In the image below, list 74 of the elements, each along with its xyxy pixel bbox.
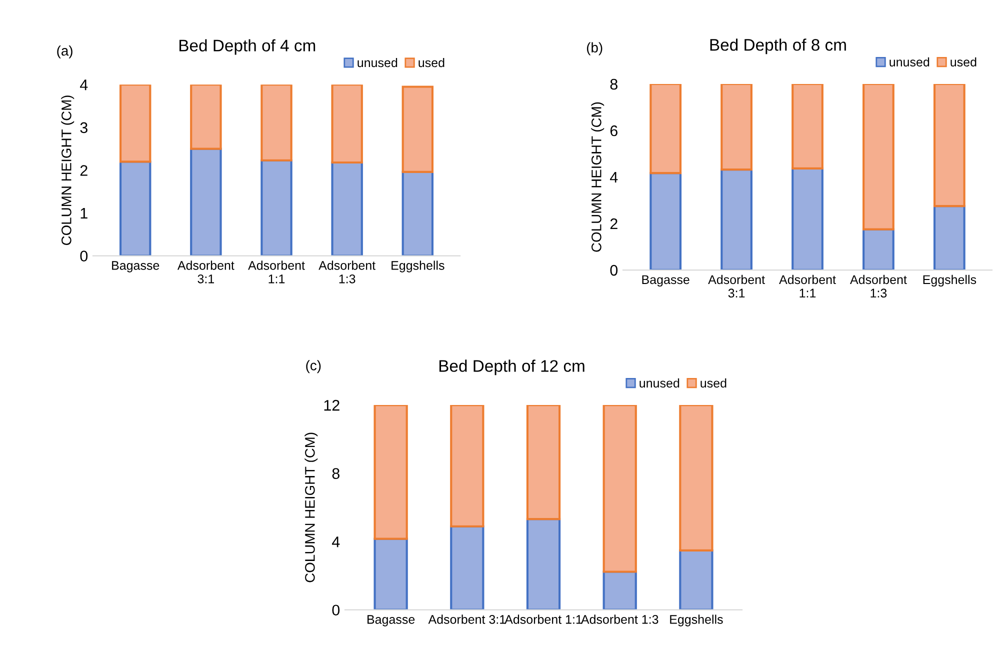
bar xyxy=(374,405,408,540)
legend-label: used xyxy=(700,378,726,388)
bar xyxy=(602,405,637,573)
bar xyxy=(119,160,152,256)
bar xyxy=(862,228,894,270)
chart-title: Bed Depth of 4 cm xyxy=(179,39,316,55)
bar xyxy=(862,84,894,230)
legend-label: used xyxy=(950,57,976,67)
bar xyxy=(602,570,637,610)
bar xyxy=(679,549,714,610)
x-tick-label: Adsorbent 1:3 xyxy=(580,614,658,624)
bar xyxy=(933,84,966,208)
bar xyxy=(119,84,152,163)
x-tick-label: Adsorbent 3:1 xyxy=(428,614,506,624)
x-tick-label: Adsorbent 1:3 xyxy=(850,274,907,298)
y-tick-label: 0 xyxy=(610,264,618,276)
bar xyxy=(190,148,222,256)
y-axis-title: COLUMN HEIGHT (CM) xyxy=(304,432,318,582)
y-tick-label: 8 xyxy=(610,78,618,90)
y-tick-label: 3 xyxy=(80,122,88,134)
bar xyxy=(190,84,222,150)
legend-label: unused xyxy=(640,378,680,388)
x-tick-label: Adsorbent 3:1 xyxy=(708,274,765,298)
bar xyxy=(260,159,292,256)
text: (c) xyxy=(306,360,321,374)
y-tick-label: 0 xyxy=(80,250,88,262)
y-tick-label: 1 xyxy=(80,208,88,219)
chart-title: Bed Depth of 8 cm xyxy=(710,38,846,54)
x-tick-label: Bagasse xyxy=(112,261,160,272)
bar xyxy=(260,84,292,162)
x-tick-label: Adsorbent 1:1 xyxy=(248,260,305,284)
y-tick-label: 2 xyxy=(610,218,618,230)
y-tick-label: 12 xyxy=(324,400,340,411)
bar xyxy=(720,84,752,171)
x-tick-label: Adsorbent 1:1 xyxy=(779,274,836,298)
legend-label: unused xyxy=(890,57,930,67)
x-tick-label: Eggshells xyxy=(923,274,976,287)
bar xyxy=(526,518,561,610)
text: (a) xyxy=(57,45,72,58)
bar xyxy=(792,167,824,270)
bar xyxy=(526,405,561,520)
bar xyxy=(402,86,434,173)
legend-label: used xyxy=(418,58,444,68)
bar xyxy=(374,538,408,610)
chart-title: Bed Depth of 12 cm xyxy=(439,360,584,376)
bar xyxy=(402,170,434,256)
bar xyxy=(650,84,682,174)
bar xyxy=(679,405,714,552)
x-tick-label: Adsorbent 1:3 xyxy=(318,260,376,284)
y-tick-label: 0 xyxy=(332,604,340,616)
bar xyxy=(331,84,363,164)
y-axis-title: COLUMN HEIGHT (CM) xyxy=(591,102,604,252)
text: (b) xyxy=(586,42,602,56)
y-tick-label: 2 xyxy=(80,165,88,176)
bar xyxy=(720,168,752,270)
y-axis-title: COLUMN HEIGHT (CM) xyxy=(61,96,74,246)
x-tick-label: Bagasse xyxy=(368,615,415,626)
bar xyxy=(792,84,824,170)
legend-label: unused xyxy=(358,58,398,68)
y-tick-label: 4 xyxy=(332,536,340,548)
x-tick-label: Eggshells xyxy=(392,260,444,272)
y-tick-label: 4 xyxy=(80,80,88,90)
y-tick-label: 8 xyxy=(332,468,340,479)
bar xyxy=(450,405,484,528)
x-tick-label: Eggshells xyxy=(670,614,723,626)
x-tick-label: Adsorbent 3:1 xyxy=(177,260,234,284)
bar xyxy=(331,161,363,256)
y-tick-label: 4 xyxy=(610,172,618,183)
bar xyxy=(450,525,484,610)
bar xyxy=(650,172,682,270)
x-tick-label: Adsorbent 1:1 xyxy=(504,614,582,624)
y-tick-label: 6 xyxy=(610,125,618,136)
x-tick-label: Bagasse xyxy=(642,275,690,287)
bar xyxy=(933,205,966,270)
